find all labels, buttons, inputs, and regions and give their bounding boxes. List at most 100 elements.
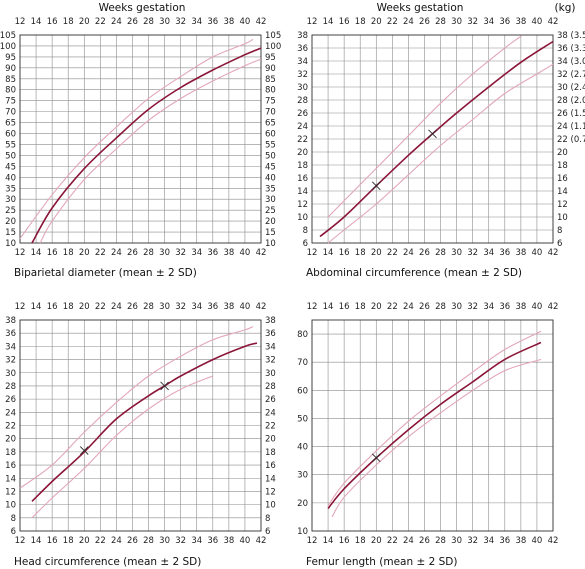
y-tick-label-right: 65	[265, 119, 276, 129]
x-tick-label-top: 20	[371, 17, 382, 27]
x-tick-label-bottom: 12	[307, 536, 318, 546]
y-tick-label-left: 80	[5, 86, 16, 96]
x-tick-label-top: 14	[323, 17, 334, 27]
x-tick-label-top: 22	[387, 17, 398, 27]
x-tick-label-top: 38	[223, 17, 234, 27]
y-tick-label-right: 80	[265, 86, 276, 96]
x-tick-label-bottom: 24	[403, 536, 414, 546]
y-tick-label-left: 90	[5, 64, 16, 74]
cross-marker	[371, 181, 381, 191]
x-tick-label-top: 32	[175, 302, 186, 312]
x-tick-label-top: 18	[355, 17, 366, 27]
x-tick-label-bottom: 34	[483, 536, 494, 546]
x-tick-label-top: 30	[159, 17, 170, 27]
y-tick-label-left: 70	[297, 358, 308, 368]
y-tick-label-right: 16	[265, 461, 276, 471]
y-tick-label-left: 50	[5, 151, 16, 161]
y-tick-label-right: 28 (2.0)	[557, 96, 585, 106]
y-tick-label-left: 38	[297, 31, 308, 41]
mean-curve	[327, 341, 542, 509]
y-tick-label-left: 6	[11, 527, 16, 537]
y-tick-label-left: 85	[5, 75, 16, 85]
x-tick-label-bottom: 34	[191, 248, 202, 258]
x-tick-label-top: 22	[95, 17, 106, 27]
x-tick-label-top: 24	[111, 302, 122, 312]
y-tick-label-left: 18	[297, 161, 308, 171]
y-tick-label-right: 45	[265, 162, 276, 172]
y-tick-label-left: 26	[5, 395, 16, 405]
y-tick-label-right: 30 (2.4)	[557, 83, 585, 93]
x-tick-label-bottom: 38	[223, 536, 234, 546]
x-tick-label-top: 22	[95, 302, 106, 312]
x-tick-label-bottom: 28	[143, 536, 154, 546]
y-tick-label-right: 18	[557, 161, 568, 171]
x-tick-label-bottom: 42	[256, 536, 267, 546]
y-tick-label-left: 18	[5, 448, 16, 458]
y-tick-label-right: 105	[265, 31, 281, 41]
chart-title: Head circumference (mean ± 2 SD)	[14, 556, 201, 568]
y-tick-label-left: 24	[297, 122, 308, 132]
y-tick-label-right: 32 (2.7)	[557, 70, 585, 80]
lower-2sd-curve	[39, 58, 262, 244]
x-tick-label-bottom: 20	[371, 536, 382, 546]
y-tick-label-left: 24	[5, 408, 16, 418]
y-tick-label-right: 20	[265, 435, 276, 445]
x-tick-label-top: 28	[435, 302, 446, 312]
y-tick-label-right: 90	[265, 64, 276, 74]
plot-frame	[19, 34, 262, 244]
upper-2sd-curve	[327, 330, 542, 507]
x-tick-label-top: 12	[15, 302, 26, 312]
x-tick-label-bottom: 12	[307, 248, 318, 258]
x-tick-label-top: 22	[387, 302, 398, 312]
x-tick-label-bottom: 28	[435, 248, 446, 258]
y-tick-label-left: 30	[297, 83, 308, 93]
x-tick-label-top: 30	[451, 17, 462, 27]
y-tick-label-left: 40	[297, 443, 308, 453]
x-tick-label-top: 42	[548, 17, 559, 27]
y-tick-label-left: 60	[5, 130, 16, 140]
y-tick-label-left: 95	[5, 53, 16, 63]
x-tick-label-bottom: 12	[15, 536, 26, 546]
y-tick-label-left: 45	[5, 162, 16, 172]
y-tick-label-left: 36	[5, 329, 16, 339]
x-tick-label-top: 36	[499, 302, 510, 312]
y-tick-label-right: 25	[265, 206, 276, 216]
y-tick-label-left: 22	[297, 135, 308, 145]
cross-marker	[79, 446, 89, 455]
y-tick-label-right: 95	[265, 53, 276, 63]
x-tick-label-bottom: 34	[191, 536, 202, 546]
y-tick-label-right: 30	[265, 195, 276, 205]
y-tick-label-left: 34	[5, 342, 16, 352]
x-tick-label-top: 40	[532, 302, 543, 312]
y-tick-label-left: 55	[5, 140, 16, 150]
x-tick-label-top: 40	[240, 302, 251, 312]
x-tick-label-bottom: 34	[483, 248, 494, 258]
y-tick-label-right: 55	[265, 140, 276, 150]
x-tick-label-top: 42	[256, 17, 267, 27]
y-tick-label-right: 35	[265, 184, 276, 194]
x-tick-label-top: 28	[143, 302, 154, 312]
y-tick-label-left: 100	[0, 42, 16, 52]
y-tick-label-right: 24	[265, 408, 276, 418]
y-tick-label-left: 75	[5, 97, 16, 107]
x-tick-label-bottom: 20	[79, 536, 90, 546]
y-tick-label-left: 38	[5, 316, 16, 326]
x-tick-label-top: 12	[307, 302, 318, 312]
x-tick-label-bottom: 24	[111, 536, 122, 546]
y-tick-label-right: 36	[265, 329, 276, 339]
x-tick-label-bottom: 16	[47, 248, 58, 258]
y-tick-label-left: 20	[5, 217, 16, 227]
x-tick-label-bottom: 20	[79, 248, 90, 258]
y-tick-label-left: 8	[303, 226, 308, 236]
y-tick-label-right: 32	[265, 356, 276, 366]
y-tick-label-right: 36 (3.3)	[557, 44, 585, 54]
x-tick-label-top: 18	[63, 17, 74, 27]
y-tick-label-left: 8	[11, 514, 16, 524]
x-tick-label-bottom: 26	[419, 248, 430, 258]
y-tick-label-left: 16	[297, 174, 308, 184]
x-tick-label-top: 24	[403, 302, 414, 312]
y-tick-label-right: 34	[265, 342, 276, 352]
y-tick-label-left: 32	[5, 356, 16, 366]
x-tick-label-bottom: 32	[175, 248, 186, 258]
